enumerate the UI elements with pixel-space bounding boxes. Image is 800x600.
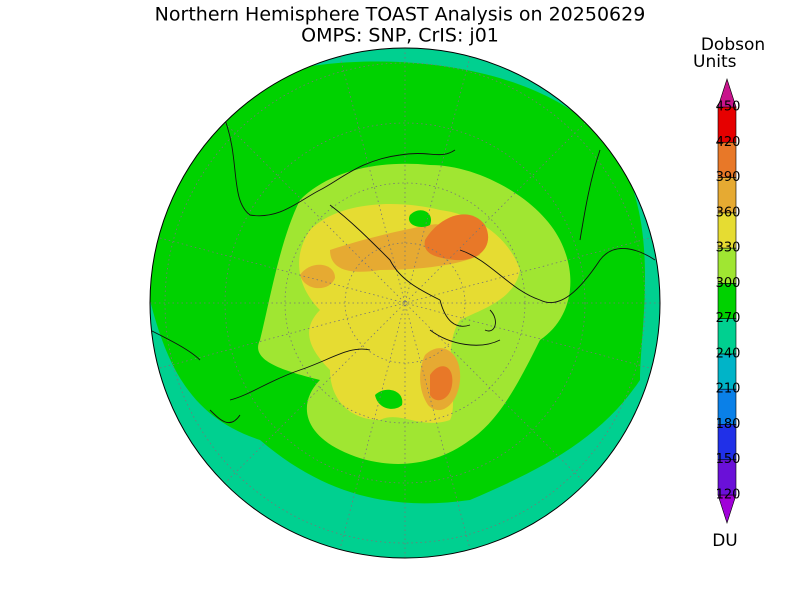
colorbar-tick-label: 300 xyxy=(716,276,741,291)
map-subtitle: OMPS: SNP, CrIS: j01 xyxy=(301,25,499,47)
ozone-field-270 xyxy=(409,210,431,227)
colorbar-tick-label: 210 xyxy=(716,382,741,397)
colorbar: Dobson Units DU 120 150 180 210 240 270 300 330… xyxy=(693,35,765,551)
map-border xyxy=(149,47,661,559)
colorbar-tick-label: 450 xyxy=(716,100,741,115)
colorbar-tick-label: 330 xyxy=(716,241,741,256)
colorbar-tick-label: 120 xyxy=(716,488,741,503)
polar-map xyxy=(149,47,661,559)
latitude-circle xyxy=(224,122,586,484)
meridians xyxy=(150,48,660,558)
colorbar-unit: DU xyxy=(712,531,738,551)
colorbar-tick-label: 270 xyxy=(716,311,741,326)
colorbar-tick-label: 240 xyxy=(716,346,741,361)
colorbar-triangle xyxy=(717,78,737,108)
map-title: Northern Hemisphere TOAST Analysis on 20… xyxy=(155,4,646,26)
colorbar-title: Dobson xyxy=(701,35,765,55)
colorbar-title: Units xyxy=(693,52,737,72)
colorbar-tick-label: 150 xyxy=(716,452,741,467)
ozone-field-390 xyxy=(430,366,453,401)
colorbar-tick-label: 180 xyxy=(716,417,741,432)
ozone-field-270 xyxy=(375,389,403,409)
colorbar-tick-label: 390 xyxy=(716,170,741,185)
ozone-field-390 xyxy=(424,214,489,261)
colorbar-tick-label: 360 xyxy=(716,205,741,220)
colorbar-tick-label: 420 xyxy=(716,135,741,150)
